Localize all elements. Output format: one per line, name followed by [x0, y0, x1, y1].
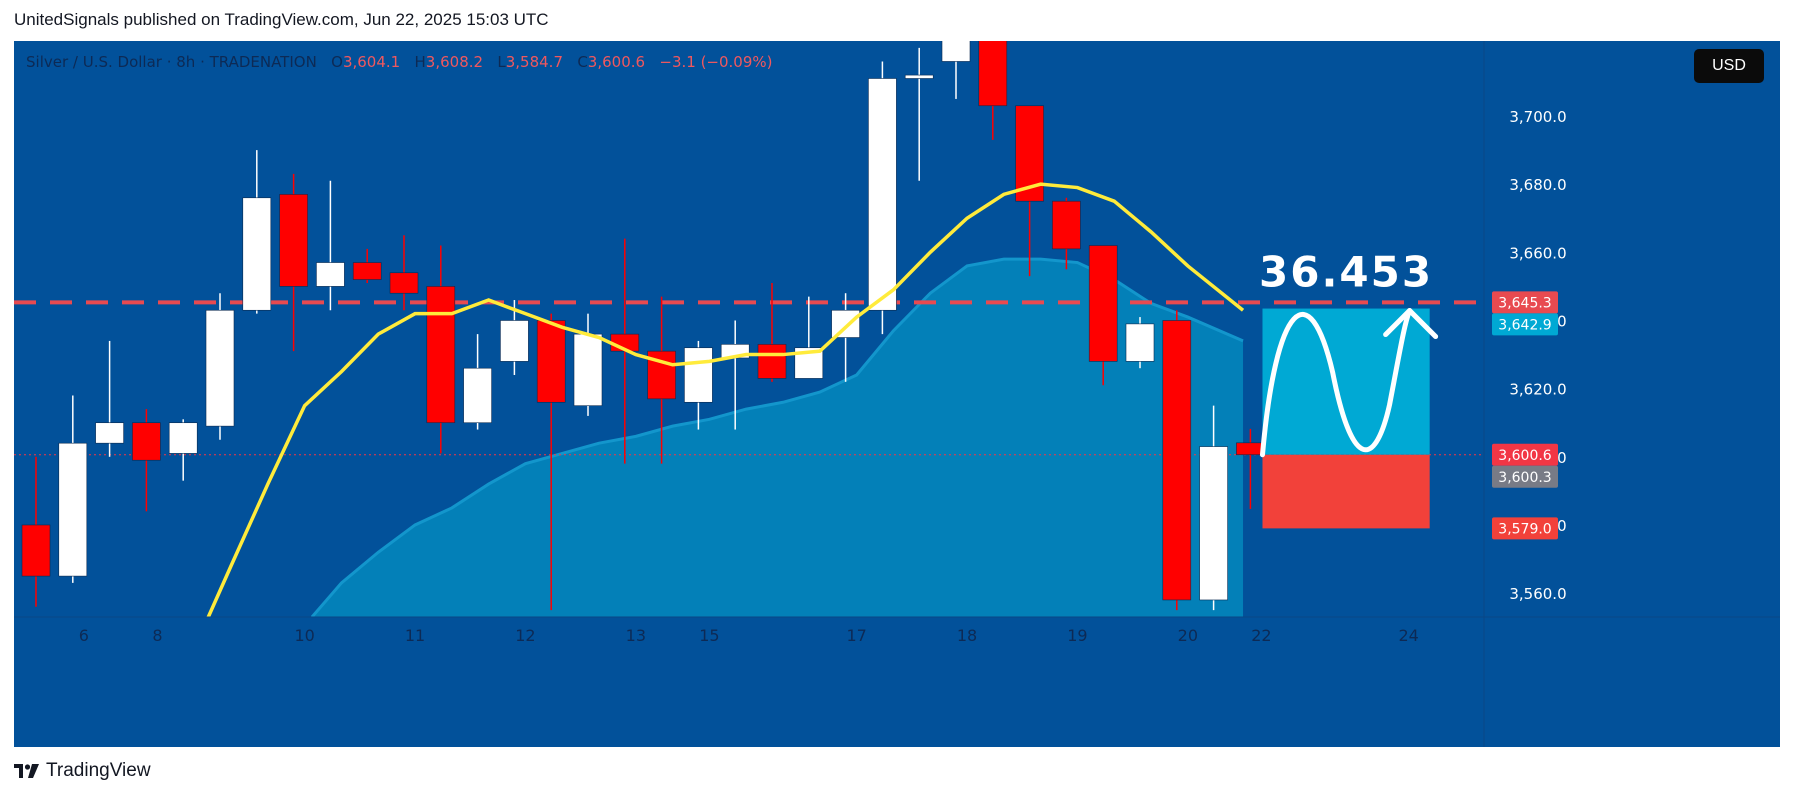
wave-arrow-head-icon	[1383, 308, 1439, 340]
moving-average-line	[206, 182, 1245, 617]
price-label-text: 3,579.0	[1498, 521, 1551, 537]
close-label: C	[577, 53, 588, 71]
price-label-box	[1492, 313, 1558, 336]
price-label-text: 3,645.3	[1498, 295, 1551, 311]
x-tick-label: 15	[699, 626, 719, 645]
candle-body	[1052, 200, 1081, 250]
x-tick-label: 6	[79, 626, 89, 645]
candle-body	[168, 422, 198, 454]
open-label: O	[331, 53, 343, 71]
candle-body	[500, 320, 529, 362]
candle-body	[536, 320, 566, 403]
candle-body	[904, 74, 934, 79]
target-annotation: 36.453	[1259, 248, 1433, 297]
price-label-box	[1492, 517, 1558, 540]
low-value: 3,584.7	[505, 53, 563, 71]
y-tick-label: 3,700.0	[1509, 108, 1566, 126]
candle-body	[316, 262, 345, 287]
x-tick-label: 10	[294, 626, 314, 645]
currency-button[interactable]: USD	[1694, 49, 1764, 83]
footer-brand[interactable]: TradingView	[14, 760, 151, 782]
candle-body	[1162, 320, 1192, 601]
ma-area-band	[312, 259, 1244, 617]
candle-body	[426, 286, 456, 424]
candle-body	[757, 344, 787, 379]
stop-zone	[1262, 454, 1430, 529]
candle-body	[868, 78, 897, 311]
candle-body	[573, 333, 603, 406]
candle-body	[58, 442, 88, 577]
candle-body	[352, 262, 382, 280]
open-value: 3,604.1	[342, 53, 401, 71]
candle-body	[684, 347, 713, 403]
candle-body	[831, 309, 860, 338]
candle-body	[242, 197, 272, 311]
candle-body	[1015, 105, 1044, 202]
candle-body	[463, 367, 492, 424]
candle-body	[389, 272, 419, 294]
symbol-name: Silver / U.S. Dollar · 8h · TRADENATION	[26, 53, 317, 71]
change-value: −3.1 (−0.09%)	[659, 53, 773, 71]
candle-body	[205, 309, 235, 427]
x-tick-label: 17	[846, 626, 866, 645]
candle-body	[1088, 245, 1118, 362]
wave-projection-path	[1259, 308, 1413, 458]
high-value: 3,608.2	[425, 53, 484, 71]
x-tick-label: 12	[515, 626, 535, 645]
x-tick-label: 20	[1178, 626, 1198, 645]
x-tick-label: 24	[1398, 626, 1418, 645]
publisher-line: UnitedSignals published on TradingView.c…	[14, 10, 549, 29]
candle-body	[95, 422, 124, 444]
price-label-text: 3,600.3	[1498, 470, 1551, 486]
price-label-box	[1492, 291, 1558, 314]
price-label-box	[1492, 465, 1558, 488]
low-label: L	[497, 53, 506, 71]
x-tick-label: 13	[626, 626, 646, 645]
tradingview-logo-icon	[14, 764, 39, 778]
x-tick-label: 18	[957, 626, 977, 645]
close-value: 3,600.6	[587, 53, 646, 71]
x-tick-label: 22	[1251, 626, 1271, 645]
price-label-text: 3,642.9	[1498, 317, 1551, 333]
ma-area-edge	[310, 257, 1244, 617]
candle-body	[279, 194, 308, 287]
footer-brand-text: TradingView	[46, 760, 151, 781]
y-tick-label: 3,660.0	[1509, 244, 1566, 262]
y-tick-label: 3,680.0	[1509, 176, 1566, 194]
x-tick-label: 8	[152, 626, 162, 645]
price-chart[interactable]: 36.4533,560.03,580.03,600.03,620.03,640.…	[14, 41, 1780, 747]
high-label: H	[414, 53, 426, 71]
candle-body	[941, 41, 971, 62]
candle-body	[21, 524, 51, 577]
price-label-text: 3,600.6	[1498, 448, 1552, 464]
x-tick-label: 11	[405, 626, 425, 645]
candle-body	[1199, 446, 1228, 601]
y-tick-label: 3,560.0	[1509, 585, 1566, 603]
symbol-legend: Silver / U.S. Dollar · 8h · TRADENATION …	[26, 53, 773, 71]
candle-body	[132, 422, 161, 461]
candle-body	[1125, 323, 1155, 362]
candle-body	[978, 41, 1008, 107]
x-tick-label: 19	[1067, 626, 1087, 645]
chart-panel[interactable]: 36.4533,560.03,580.03,600.03,620.03,640.…	[14, 41, 1780, 747]
price-label-box	[1492, 443, 1558, 466]
y-tick-label: 3,620.0	[1509, 381, 1566, 399]
